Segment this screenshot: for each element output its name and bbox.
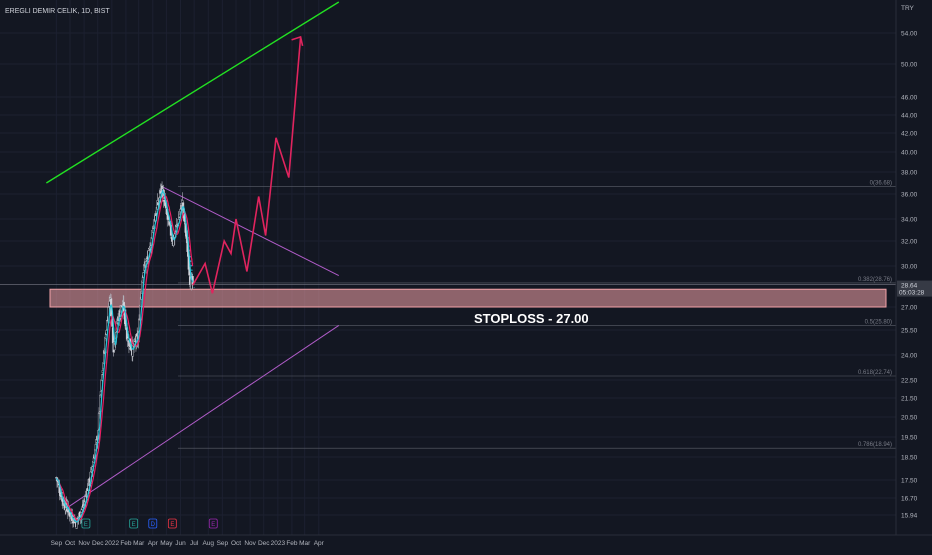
time-tick-label: Dec: [258, 540, 270, 547]
time-tick-label: Feb: [120, 540, 132, 547]
projection-path[interactable]: [192, 36, 302, 294]
price-tick-label: 19.50: [901, 435, 918, 442]
price-tick-label: 34.00: [901, 217, 918, 224]
time-tick-label: Sep: [217, 540, 229, 547]
fib-level-label: 0(36.68): [870, 181, 892, 187]
event-marker[interactable]: E: [129, 518, 139, 529]
event-marker[interactable]: E: [208, 518, 218, 529]
event-marker-letter: E: [170, 522, 174, 528]
currency-label: TRY: [901, 5, 915, 12]
price-tick-label: 22.50: [901, 378, 918, 385]
price-tick-label: 40.00: [901, 150, 918, 157]
stoploss-annotation[interactable]: STOPLOSS - 27.00: [474, 311, 589, 326]
price-tick-label: 21.50: [901, 396, 918, 403]
price-tick-label: 20.50: [901, 415, 918, 422]
price-tick-label: 32.00: [901, 239, 918, 246]
time-tick-label: Jul: [190, 540, 199, 547]
projection-arrowhead: [291, 35, 304, 47]
price-tick-label: 18.50: [901, 455, 918, 462]
time-tick-label: Sep: [51, 540, 63, 547]
upper-trendline[interactable]: [45, 1, 340, 184]
event-marker-letter: E: [211, 522, 215, 528]
fib-level-label: 0.618(22.74): [858, 370, 892, 376]
time-tick-label: Feb: [286, 540, 298, 547]
event-marker-letter: E: [84, 522, 88, 528]
event-marker-box: [167, 518, 177, 529]
fib-level-label: 0.5(25.80): [865, 319, 892, 325]
price-tick-label: 16.70: [901, 496, 918, 503]
price-tick-label: 42.00: [901, 131, 918, 138]
time-tick-label: Aug: [202, 540, 214, 547]
last-price-badge: [897, 280, 932, 297]
time-tick-label: Apr: [148, 540, 159, 547]
time-tick-label: Jun: [175, 540, 186, 547]
time-tick-label: Mar: [133, 540, 145, 547]
bar-countdown: 05:03:28: [899, 290, 925, 297]
stoploss-zone[interactable]: [49, 288, 887, 308]
price-tick-label: 25.50: [901, 328, 918, 335]
moving-average-fast: [55, 189, 194, 523]
lower-trendline[interactable]: [64, 324, 340, 510]
time-tick-label: Oct: [65, 540, 75, 547]
event-marker-box: [129, 518, 139, 529]
price-tick-label: 24.00: [901, 353, 918, 360]
dotted-extension-cyan: [189, 255, 195, 288]
event-marker-box: [81, 518, 91, 529]
event-marker-box: [208, 518, 218, 529]
price-axis-ticks: 54.00 50.00 46.00 44.00 42.00 40.00 38.00 36.00…: [901, 31, 918, 520]
price-tick-label: 15.94: [901, 513, 918, 520]
time-tick-label: Oct: [231, 540, 241, 547]
event-marker-box: [148, 518, 158, 529]
last-price-value: 28.64: [901, 283, 918, 290]
chart-title: EREGLI DEMIR CELIK, 1D, BIST: [5, 8, 110, 15]
price-tick-label: 44.00: [901, 113, 918, 120]
time-tick-label: Nov: [78, 540, 90, 547]
time-tick-label: Nov: [244, 540, 256, 547]
grid-lines: [0, 0, 896, 535]
price-tick-label: 38.00: [901, 170, 918, 177]
candle-body: [75, 518, 78, 529]
price-tick-label: 50.00: [901, 62, 918, 69]
price-tick-label: 36.00: [901, 192, 918, 199]
event-marker-letter: D: [151, 522, 156, 528]
price-tick-label: 27.00: [901, 305, 918, 312]
price-tick-label: 54.00: [901, 31, 918, 38]
price-tick-label: 17.50: [901, 478, 918, 485]
fibonacci-retracement[interactable]: 0(36.68) 0.382(28.76) 0.5(25.80) 0.618(22.7…: [178, 181, 896, 449]
fib-level-label: 0.382(28.76): [858, 277, 892, 283]
time-axis-ticks: Sep Oct Nov Dec 2022 Feb Mar Apr May Jun Jul Aug Sep…: [51, 540, 325, 547]
event-marker[interactable]: E: [81, 518, 91, 529]
price-tick-label: 46.00: [901, 95, 918, 102]
time-tick-label: Apr: [314, 540, 325, 547]
price-tick-label: 30.00: [901, 264, 918, 271]
time-tick-label: 2023: [271, 540, 286, 547]
event-marker[interactable]: E: [167, 518, 177, 529]
event-marker[interactable]: D: [148, 518, 158, 529]
time-tick-label: Mar: [299, 540, 311, 547]
event-marker-letter: E: [132, 522, 136, 528]
time-tick-label: 2022: [105, 540, 120, 547]
time-tick-label: May: [160, 540, 173, 547]
fib-level-label: 0.786(18.94): [858, 442, 892, 448]
time-tick-label: Dec: [92, 540, 104, 547]
descending-trendline[interactable]: [161, 185, 340, 277]
price-axis-panel[interactable]: [896, 0, 932, 550]
time-axis-panel[interactable]: [0, 535, 932, 550]
